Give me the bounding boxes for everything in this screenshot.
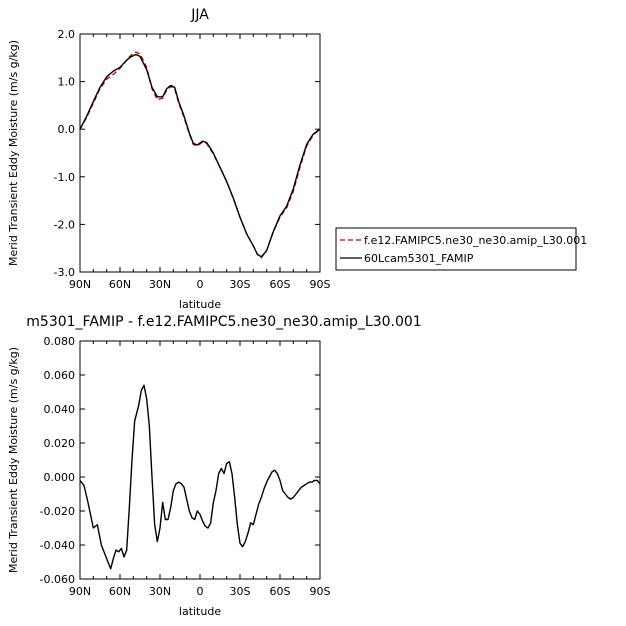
x-tick-label: 60N bbox=[109, 585, 131, 598]
y-tick-label: -2.0 bbox=[54, 218, 75, 231]
series-line-1 bbox=[79, 51, 321, 259]
x-tick-label: 90N bbox=[69, 585, 91, 598]
legend-box bbox=[335, 227, 577, 271]
legend-label-series-1: f.e12.FAMIPC5.ne30_ne30.amip_L30.001 bbox=[364, 234, 587, 247]
chart-title: m5301_FAMIP - f.e12.FAMIPC5.ne30_ne30.am… bbox=[26, 314, 421, 330]
y-axis-label: Merid Transient Eddy Moisture (m/s g/kg) bbox=[7, 40, 20, 266]
plot-area-frame bbox=[79, 33, 321, 273]
legend-label-series-2: 60Lcam5301_FAMIP bbox=[364, 252, 474, 265]
legend: f.e12.FAMIPC5.ne30_ne30.amip_L30.001 60L… bbox=[335, 227, 587, 271]
x-axis-label: latitude bbox=[179, 298, 221, 311]
y-tick-label: -1.0 bbox=[54, 171, 75, 184]
y-tick-label: 0.0 bbox=[58, 123, 76, 136]
x-tick-label: 90S bbox=[310, 585, 331, 598]
y-tick-label: -0.040 bbox=[40, 539, 75, 552]
y-tick-label: -3.0 bbox=[54, 266, 75, 279]
y-tick-label: -0.060 bbox=[40, 573, 75, 586]
chart-title: JJA bbox=[190, 7, 209, 23]
y-axis-label: Merid Transient Eddy Moisture (m/s g/kg) bbox=[7, 347, 20, 573]
bottom-panel: m5301_FAMIP - f.e12.FAMIPC5.ne30_ne30.am… bbox=[7, 314, 422, 618]
x-tick-label: 90S bbox=[310, 278, 331, 291]
x-tick-label: 60N bbox=[109, 278, 131, 291]
x-tick-label: 30S bbox=[230, 585, 251, 598]
plot-area-frame bbox=[79, 340, 321, 580]
x-axis-label: latitude bbox=[179, 605, 221, 618]
x-tick-label: 30N bbox=[149, 585, 171, 598]
y-tick-label: 0.060 bbox=[44, 369, 76, 382]
series-line-1 bbox=[79, 384, 321, 570]
y-tick-label: 1.0 bbox=[58, 76, 76, 89]
x-tick-label: 30N bbox=[149, 278, 171, 291]
x-tick-label: 90N bbox=[69, 278, 91, 291]
y-tick-label: 0.080 bbox=[44, 335, 76, 348]
x-tick-label: 0 bbox=[197, 585, 204, 598]
series-line-2 bbox=[79, 53, 321, 258]
y-tick-label: 2.0 bbox=[58, 28, 76, 41]
x-tick-label: 60S bbox=[270, 585, 291, 598]
x-tick-label: 60S bbox=[270, 278, 291, 291]
x-tick-label: 30S bbox=[230, 278, 251, 291]
y-tick-label: -0.020 bbox=[40, 505, 75, 518]
x-tick-label: 0 bbox=[197, 278, 204, 291]
y-tick-label: 0.000 bbox=[44, 471, 76, 484]
y-tick-label: 0.020 bbox=[44, 437, 76, 450]
y-tick-label: 0.040 bbox=[44, 403, 76, 416]
